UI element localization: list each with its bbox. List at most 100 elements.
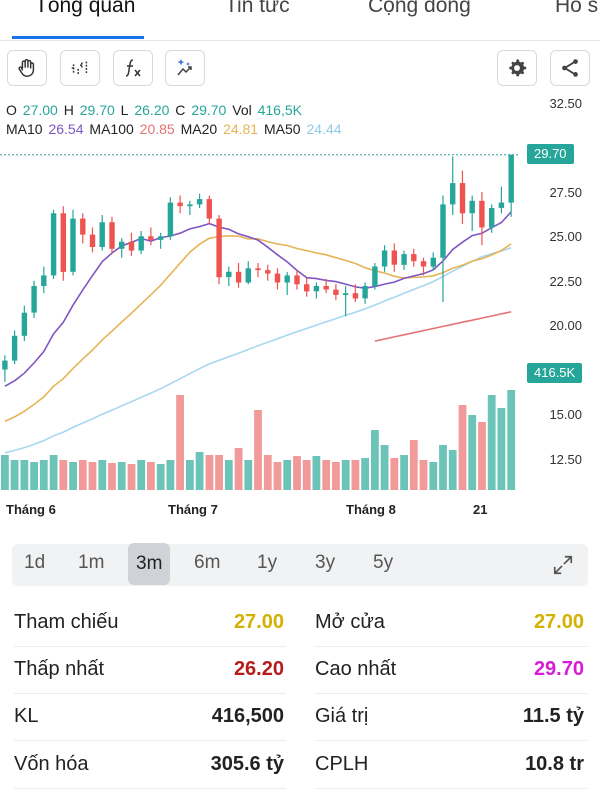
low-label: Thấp nhất xyxy=(14,658,105,680)
divider xyxy=(14,646,286,647)
tab-news[interactable]: Tin tức xyxy=(225,0,290,17)
candle-body xyxy=(304,284,310,292)
range-6m[interactable]: 6m xyxy=(194,552,221,573)
price-axis-tick: 22.50 xyxy=(549,274,582,289)
last-price-tag: 29.70 xyxy=(527,144,574,164)
value-label: Giá trị xyxy=(315,705,369,727)
candle-body xyxy=(187,204,193,207)
tab-active-indicator xyxy=(12,36,144,39)
ma20-label: MA20 xyxy=(180,121,218,137)
volume-bar xyxy=(283,460,292,490)
volume-bar xyxy=(98,460,107,490)
price-axis-tick: 25.00 xyxy=(549,229,582,244)
volume-bar xyxy=(176,395,184,490)
low-label: L xyxy=(120,102,129,118)
candle-body xyxy=(362,286,368,299)
tab-community[interactable]: Cộng đồng xyxy=(368,0,471,17)
volume-bar xyxy=(293,456,301,490)
cap-value: 305.6 tỷ xyxy=(210,753,284,775)
price-chart[interactable] xyxy=(0,95,520,490)
price-axis-tick: 27.50 xyxy=(549,185,582,200)
candle-body xyxy=(158,236,164,240)
candle-body xyxy=(80,218,86,235)
open-value: 27.00 xyxy=(533,611,584,633)
volume-tag: 416.5K xyxy=(527,363,583,383)
range-1y[interactable]: 1y xyxy=(257,552,278,573)
function-tool-button[interactable] xyxy=(113,50,153,86)
candle-body xyxy=(294,275,300,285)
range-1d[interactable]: 1d xyxy=(24,552,46,573)
candle-body xyxy=(148,236,154,240)
top-tabs: Tổng quan Tin tức Cộng đồng Hồ s xyxy=(0,0,600,41)
candle-body xyxy=(469,200,475,214)
indicator-tool-button[interactable] xyxy=(60,50,100,86)
volume-bar xyxy=(88,462,97,490)
x-axis-label: Tháng 6 xyxy=(6,502,56,517)
share-button[interactable] xyxy=(550,50,590,86)
high-value: 29.70 xyxy=(79,102,115,118)
candle-body xyxy=(177,202,183,207)
hand-icon xyxy=(18,59,35,77)
range-1m[interactable]: 1m xyxy=(78,552,105,573)
price-axis-tick: 15.00 xyxy=(549,407,582,422)
share-icon xyxy=(562,59,578,77)
divider xyxy=(315,740,587,741)
volume-bar xyxy=(458,405,467,490)
tab-profile[interactable]: Hồ s xyxy=(555,0,599,17)
candle-body xyxy=(381,250,388,267)
vol-label: Vol xyxy=(232,102,252,118)
settings-button[interactable] xyxy=(497,50,537,86)
candle-body xyxy=(70,218,76,272)
vol-value: 416,5K xyxy=(257,102,302,118)
open-label: Mở cửa xyxy=(315,611,385,633)
ma50-value: 24.44 xyxy=(306,121,342,137)
volume-bar xyxy=(30,462,38,490)
expand-icon[interactable] xyxy=(552,554,574,576)
volume-bar xyxy=(273,462,282,490)
volume-bar xyxy=(361,458,369,490)
candle-body xyxy=(420,261,427,267)
range-5y[interactable]: 5y xyxy=(373,552,394,573)
hand-tool-button[interactable] xyxy=(7,50,47,86)
gear-icon xyxy=(509,59,527,77)
candle-body xyxy=(196,199,203,205)
value-value: 11.5 tỷ xyxy=(522,705,584,727)
price-axis-tick: 12.50 xyxy=(549,452,582,467)
function-icon xyxy=(125,59,141,77)
divider xyxy=(14,788,286,789)
candle-body xyxy=(489,208,495,228)
volume-bar xyxy=(439,445,447,490)
ref-value: 27.00 xyxy=(233,611,284,633)
candle-body xyxy=(333,289,339,295)
ref-label: Tham chiếu xyxy=(14,611,119,633)
volume-bar xyxy=(78,460,87,490)
candle-body xyxy=(50,213,57,276)
divider xyxy=(315,693,587,694)
divider xyxy=(14,740,286,741)
tab-overview[interactable]: Tổng quan xyxy=(35,0,136,17)
range-3m[interactable]: 3m xyxy=(128,543,171,585)
candle-body xyxy=(21,312,28,336)
candle-body xyxy=(235,271,242,283)
candle-body xyxy=(109,222,115,249)
ma100-label: MA100 xyxy=(89,121,134,137)
candle-body xyxy=(430,257,436,267)
range-3y[interactable]: 3y xyxy=(315,552,336,573)
magic-tool-button[interactable] xyxy=(165,50,205,86)
ma10-label: MA10 xyxy=(6,121,43,137)
volume-bar xyxy=(166,460,175,490)
volume-bar xyxy=(10,460,19,490)
volume-bar xyxy=(400,455,408,490)
open-value: 27.00 xyxy=(22,102,58,118)
close-label: C xyxy=(175,102,186,118)
candle-body xyxy=(508,154,514,203)
shares-value: 10.8 tr xyxy=(525,753,584,775)
volume-bar xyxy=(137,460,146,490)
volume-bar xyxy=(448,450,457,490)
low-value: 26.20 xyxy=(233,658,284,680)
volume-bar xyxy=(186,460,194,490)
candle-body xyxy=(372,266,378,286)
candle-body xyxy=(391,250,397,265)
kl-value: 416,500 xyxy=(211,705,284,727)
volume-bar xyxy=(341,460,350,490)
